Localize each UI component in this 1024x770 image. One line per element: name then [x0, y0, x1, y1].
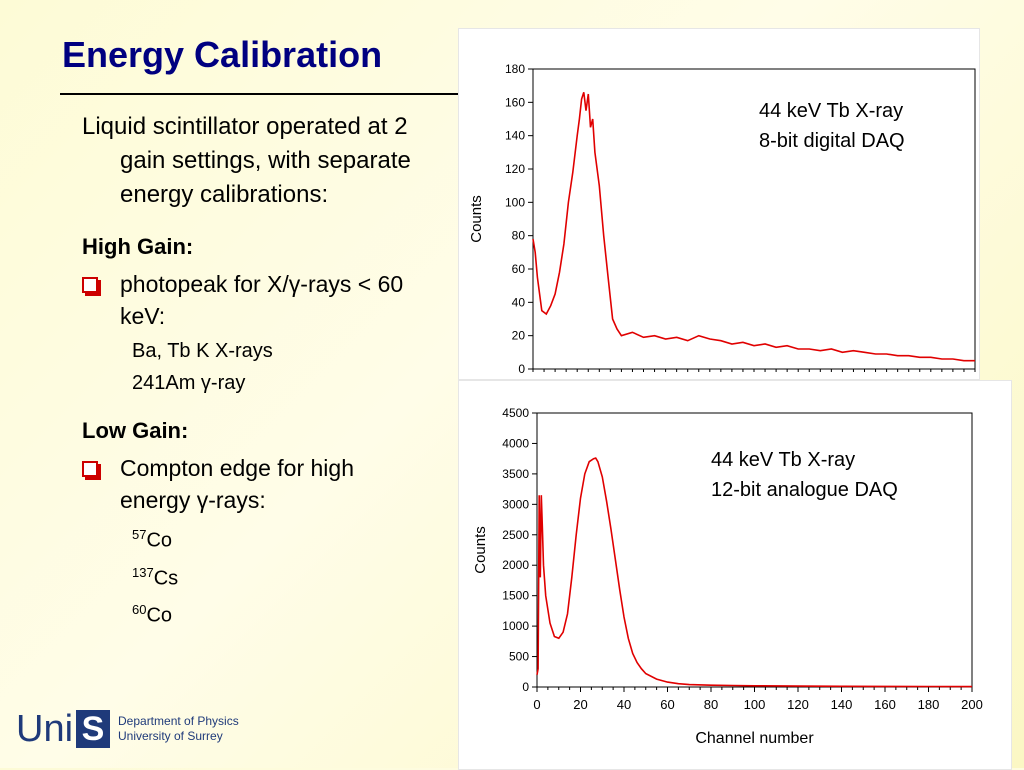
spectrum-line — [536, 457, 973, 688]
y-tick-label: 100 — [505, 195, 525, 209]
x-tick-label: 140 — [831, 697, 853, 712]
x-tick-label: 160 — [874, 697, 896, 712]
x-tick-label: 60 — [660, 697, 674, 712]
chart-annotation: 12-bit analogue DAQ — [711, 479, 898, 501]
x-axis-label: Channel number — [695, 730, 814, 747]
low-gain-item: 137Cs — [132, 564, 179, 590]
high-gain-bullet-text: photopeak for X/γ-rays < 60 keV: — [120, 271, 404, 329]
high-gain-item: 241Am γ-ray — [132, 372, 246, 394]
high-gain-item: Ba, Tb K X-rays — [132, 340, 273, 362]
y-tick-label: 0 — [518, 362, 525, 376]
logo-s-mark: S — [76, 710, 110, 748]
high-gain-bullet: photopeak for X/γ-rays < 60 keV: — [82, 268, 427, 332]
y-tick-label: 40 — [512, 295, 526, 309]
y-tick-label: 3000 — [502, 497, 529, 511]
checkbox-bullet-icon — [82, 461, 98, 477]
y-tick-label: 60 — [512, 262, 526, 276]
chart-annotation: 8-bit digital DAQ — [759, 130, 905, 152]
y-tick-label: 1500 — [502, 589, 529, 603]
slide-body: Liquid scintillator operated at 2 gain s… — [82, 110, 427, 629]
y-tick-label: 4500 — [502, 406, 529, 420]
y-axis-label: Counts — [472, 526, 489, 574]
x-tick-label: 80 — [704, 697, 718, 712]
x-tick-label: 180 — [918, 697, 940, 712]
y-tick-label: 2000 — [502, 558, 529, 572]
title-rule — [60, 93, 465, 95]
chart-12bit: 0 500 1000 1500 2000 2500 3000 3500 4000 4500 0 20 4… — [472, 406, 983, 747]
logo-department: Department of Physics University of Surr… — [118, 714, 239, 743]
university-logo: Uni S Department of Physics University o… — [16, 708, 239, 750]
high-gain-heading: High Gain: — [82, 234, 194, 259]
x-tick-label: 40 — [617, 697, 631, 712]
y-tick-label: 20 — [512, 329, 526, 343]
spectrum-line — [532, 92, 975, 362]
low-gain-bullet-text: Compton edge for high energy γ-rays: — [120, 455, 354, 513]
chart-12bit-panel: 0 500 1000 1500 2000 2500 3000 3500 4000 4500 0 20 4… — [458, 380, 1012, 770]
intro-text: Liquid scintillator operated at 2 gain s… — [82, 113, 411, 208]
x-tick-label: 100 — [744, 697, 766, 712]
x-tick-label: 200 — [961, 697, 983, 712]
y-tick-label: 2500 — [502, 528, 529, 542]
y-tick-label: 140 — [505, 129, 525, 143]
y-tick-label: 160 — [505, 95, 525, 109]
chart-8bit-panel: 0 20 40 60 80 100 120 140 160 180 Counts 44 keV Tb … — [458, 28, 980, 380]
checkbox-bullet-icon — [82, 277, 98, 293]
y-tick-label: 4000 — [502, 436, 529, 450]
chart-8bit: 0 20 40 60 80 100 120 140 160 180 Counts 44 keV Tb … — [468, 62, 976, 376]
x-tick-label: 120 — [787, 697, 809, 712]
chart-annotation: 44 keV Tb X-ray — [711, 449, 855, 471]
x-tick-label: 0 — [533, 697, 540, 712]
y-tick-label: 180 — [505, 62, 525, 76]
y-axis-label: Counts — [468, 195, 485, 243]
y-tick-label: 120 — [505, 162, 525, 176]
y-tick-label: 500 — [509, 650, 529, 664]
low-gain-item: 57Co — [132, 527, 173, 552]
low-gain-heading: Low Gain: — [82, 418, 189, 443]
y-tick-label: 1000 — [502, 619, 529, 633]
chart-annotation: 44 keV Tb X-ray — [759, 100, 903, 122]
logo-uni-text: Uni — [16, 708, 74, 750]
y-tick-label: 3500 — [502, 467, 529, 481]
low-gain-bullet: Compton edge for high energy γ-rays: — [82, 452, 427, 516]
low-gain-item: 60Co — [132, 602, 173, 627]
x-tick-label: 20 — [573, 697, 587, 712]
y-tick-label: 80 — [512, 229, 526, 243]
y-tick-label: 0 — [522, 680, 529, 694]
slide-title: Energy Calibration — [62, 34, 383, 75]
plot-frame — [532, 68, 976, 370]
